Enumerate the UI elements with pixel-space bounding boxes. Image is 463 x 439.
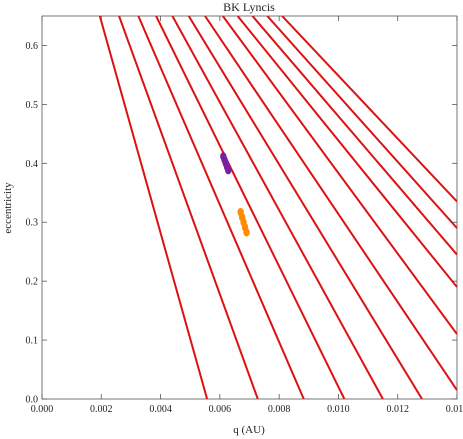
x-tick-label: 0.008 xyxy=(268,404,291,415)
curve-line-2 xyxy=(118,16,259,399)
y-tick-label: 0.3 xyxy=(26,218,39,229)
curve-line-7 xyxy=(204,16,457,391)
curve-line-10 xyxy=(251,16,457,256)
y-tick-label: 0.5 xyxy=(26,100,39,111)
data-cluster-1 xyxy=(220,152,232,175)
x-tick-label: 0.014 xyxy=(446,404,463,415)
points-layer xyxy=(220,152,250,237)
chart-title: BK Lyncis xyxy=(223,0,275,14)
curve-line-1 xyxy=(98,16,209,399)
curve-line-3 xyxy=(137,16,305,399)
y-axis-label: eccentricity xyxy=(2,182,14,234)
curve-line-4 xyxy=(155,16,346,399)
curve-line-8 xyxy=(222,16,457,335)
x-tick-label: 0.006 xyxy=(209,404,232,415)
y-tick-label: 0.4 xyxy=(26,159,39,170)
curves-layer xyxy=(98,16,457,399)
y-tick-label: 0.1 xyxy=(26,336,39,347)
data-point xyxy=(225,166,232,175)
ticks-layer: 0.000 0.002 0.004 0.006 0.008 0.010 0.012 0.014… xyxy=(26,16,463,415)
curve-line-5 xyxy=(171,16,384,399)
x-tick-label: 0.002 xyxy=(90,404,113,415)
curve-line-9 xyxy=(236,16,457,288)
curve-line-11 xyxy=(266,16,457,229)
x-tick-label: 0.012 xyxy=(386,404,409,415)
curve-line-6 xyxy=(187,16,423,399)
data-point xyxy=(243,228,250,237)
y-tick-label: 0.0 xyxy=(26,395,39,406)
y-tick-label: 0.2 xyxy=(26,277,39,288)
plot-frame xyxy=(41,15,458,400)
x-tick-label: 0.010 xyxy=(327,404,350,415)
x-axis-label: q (AU) xyxy=(233,424,265,436)
data-cluster-2 xyxy=(237,207,250,237)
x-tick-label: 0.000 xyxy=(31,404,54,415)
x-tick-label: 0.004 xyxy=(149,404,172,415)
y-tick-label: 0.6 xyxy=(26,41,39,52)
curve-line-12 xyxy=(281,16,457,203)
